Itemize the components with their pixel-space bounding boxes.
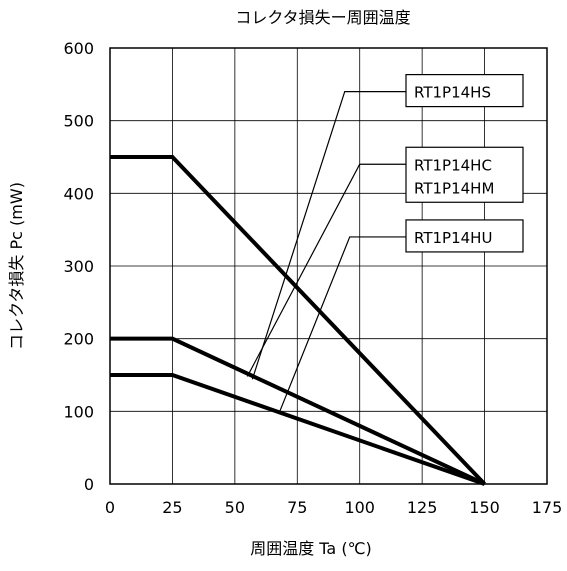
series-line	[110, 373, 486, 486]
x-tick-label: 75	[287, 498, 307, 517]
x-axis-label: 周囲温度 Ta (℃)	[250, 539, 372, 558]
legend-label: RT1P14HS	[414, 84, 491, 102]
leader-line	[246, 163, 406, 377]
x-tick-label: 150	[469, 498, 500, 517]
legend-box	[405, 219, 524, 253]
legend-label: RT1P14HC	[414, 156, 492, 174]
x-tick-label: 125	[407, 498, 438, 517]
y-tick-labels: 0 100 200 300 400 500 600	[63, 39, 94, 494]
x-tick-label: 175	[532, 498, 563, 517]
leader-line	[251, 90, 406, 380]
legend-box	[405, 73, 524, 108]
x-tick-labels: 0 25 50 75 100 125 150 175	[105, 498, 562, 517]
y-tick-label: 0	[84, 475, 94, 494]
y-tick-label: 400	[63, 184, 94, 203]
y-tick-label: 100	[63, 402, 94, 421]
grid	[110, 48, 547, 484]
x-tick-label: 25	[162, 498, 182, 517]
plot-lines	[110, 155, 487, 486]
leader-line	[279, 236, 406, 412]
series-line	[110, 155, 487, 486]
x-tick-label: 0	[105, 498, 115, 517]
legend-labels: RT1P14HS RT1P14HC RT1P14HM RT1P14HU	[246, 73, 524, 412]
legend-label: RT1P14HM	[414, 179, 494, 197]
series-line	[110, 336, 486, 486]
legend-box	[405, 146, 524, 203]
x-tick-label: 50	[225, 498, 245, 517]
x-tick-label: 100	[344, 498, 375, 517]
legend-label: RT1P14HU	[414, 229, 492, 247]
y-tick-label: 600	[63, 39, 94, 58]
y-axis-label: コレクタ損失 Pc (mW)	[7, 182, 26, 350]
y-tick-label: 300	[63, 257, 94, 276]
plot-frame	[109, 47, 548, 485]
chart-title: コレクタ損失ー周囲温度	[235, 8, 410, 27]
y-tick-label: 200	[63, 330, 94, 349]
y-tick-label: 500	[63, 112, 94, 131]
